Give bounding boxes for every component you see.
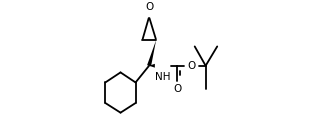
Polygon shape: [149, 64, 155, 68]
Text: NH: NH: [156, 72, 171, 82]
Text: O: O: [188, 61, 196, 71]
Text: O: O: [145, 2, 153, 12]
Text: O: O: [173, 84, 181, 94]
Polygon shape: [147, 40, 156, 66]
